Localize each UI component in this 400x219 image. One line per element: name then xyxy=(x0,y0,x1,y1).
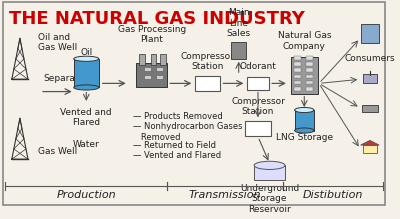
Ellipse shape xyxy=(254,161,285,170)
Text: THE NATURAL GAS INDUSTRY: THE NATURAL GAS INDUSTRY xyxy=(9,10,305,28)
FancyBboxPatch shape xyxy=(136,63,167,87)
FancyBboxPatch shape xyxy=(156,75,163,79)
Ellipse shape xyxy=(295,108,314,113)
Text: Gas Processing
Plant: Gas Processing Plant xyxy=(118,25,186,44)
Text: Gas Well: Gas Well xyxy=(38,147,77,155)
FancyBboxPatch shape xyxy=(231,42,246,59)
FancyBboxPatch shape xyxy=(306,87,313,90)
Text: — Nonhydrocarbon Gases
   Removed: — Nonhydrocarbon Gases Removed xyxy=(132,122,242,142)
FancyBboxPatch shape xyxy=(144,75,151,79)
FancyBboxPatch shape xyxy=(294,81,301,84)
Text: Oil: Oil xyxy=(80,48,92,57)
FancyBboxPatch shape xyxy=(294,56,301,60)
FancyBboxPatch shape xyxy=(306,62,313,66)
FancyBboxPatch shape xyxy=(74,59,99,87)
Ellipse shape xyxy=(295,128,314,133)
Text: Compressor
Station: Compressor Station xyxy=(181,52,235,71)
FancyBboxPatch shape xyxy=(291,57,318,94)
FancyBboxPatch shape xyxy=(295,110,314,131)
Text: Odorant: Odorant xyxy=(240,62,276,71)
FancyBboxPatch shape xyxy=(362,145,377,153)
Text: LNG Storage: LNG Storage xyxy=(276,132,333,141)
FancyBboxPatch shape xyxy=(195,76,220,90)
Polygon shape xyxy=(254,165,285,180)
Text: Distibution: Distibution xyxy=(303,190,364,200)
FancyBboxPatch shape xyxy=(160,54,166,65)
FancyBboxPatch shape xyxy=(306,74,313,78)
Text: — Returned to Field: — Returned to Field xyxy=(132,141,216,150)
Text: Consumers: Consumers xyxy=(344,54,395,63)
FancyBboxPatch shape xyxy=(306,81,313,84)
Text: Production: Production xyxy=(56,190,116,200)
FancyBboxPatch shape xyxy=(247,77,268,90)
Text: Water: Water xyxy=(73,140,100,149)
Text: Vented and
Flared: Vented and Flared xyxy=(60,108,112,127)
FancyBboxPatch shape xyxy=(362,104,378,112)
Text: — Vented and Flared: — Vented and Flared xyxy=(132,151,221,160)
FancyBboxPatch shape xyxy=(144,67,151,71)
Text: Transmission: Transmission xyxy=(189,190,262,200)
Ellipse shape xyxy=(74,85,99,90)
FancyBboxPatch shape xyxy=(156,67,163,71)
Ellipse shape xyxy=(74,56,99,61)
Text: Main
Line
Sales: Main Line Sales xyxy=(227,9,251,38)
FancyBboxPatch shape xyxy=(362,74,377,83)
Text: Separation: Separation xyxy=(44,74,93,83)
FancyBboxPatch shape xyxy=(306,68,313,72)
FancyBboxPatch shape xyxy=(361,25,378,43)
Text: Natural Gas
Company: Natural Gas Company xyxy=(278,31,331,51)
FancyBboxPatch shape xyxy=(294,74,301,78)
FancyBboxPatch shape xyxy=(294,87,301,90)
FancyBboxPatch shape xyxy=(151,54,156,65)
FancyBboxPatch shape xyxy=(294,68,301,72)
FancyBboxPatch shape xyxy=(139,54,144,65)
Polygon shape xyxy=(361,140,379,145)
Text: — Products Removed: — Products Removed xyxy=(132,112,222,121)
FancyBboxPatch shape xyxy=(3,2,385,205)
FancyBboxPatch shape xyxy=(306,56,313,60)
FancyBboxPatch shape xyxy=(294,62,301,66)
Text: Oil and
Gas Well: Oil and Gas Well xyxy=(38,33,77,52)
FancyBboxPatch shape xyxy=(246,121,270,136)
Text: Compressor
Station: Compressor Station xyxy=(231,97,285,116)
Text: Underground
Storage
Reservoir: Underground Storage Reservoir xyxy=(240,184,299,214)
